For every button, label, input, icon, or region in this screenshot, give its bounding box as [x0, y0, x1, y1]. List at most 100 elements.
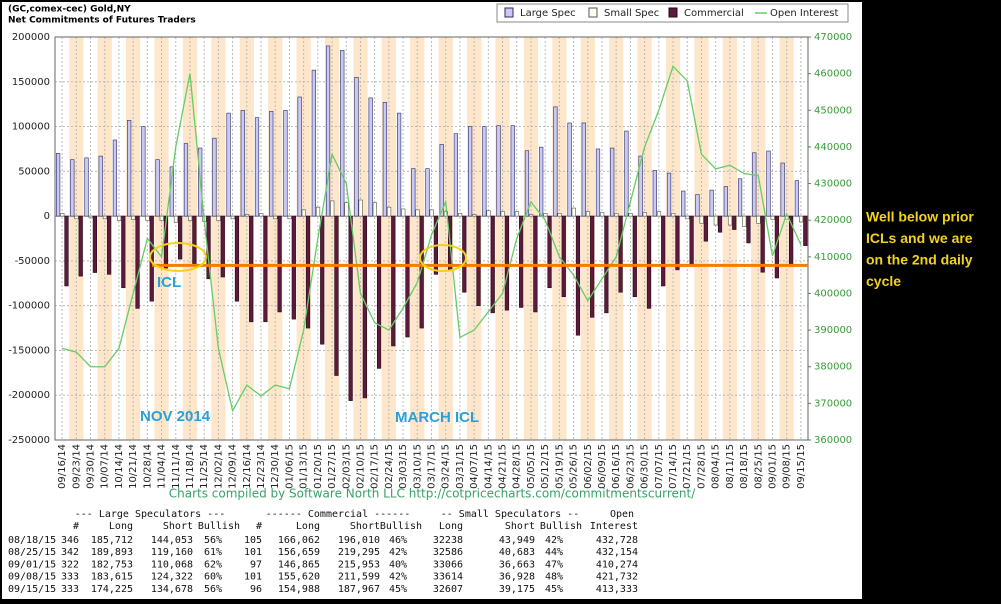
bar — [510, 125, 515, 217]
bar — [391, 215, 396, 347]
bar — [259, 213, 264, 217]
bar — [320, 215, 325, 345]
y2-tick-label: 370000 — [814, 398, 852, 409]
y-tick-label: -150000 — [8, 345, 50, 356]
x-tick-label: 05/26/15 — [569, 444, 580, 489]
bar — [117, 215, 122, 221]
table-cell: 62% — [204, 559, 222, 570]
bar — [382, 102, 387, 217]
y2-tick-label: 460000 — [814, 69, 852, 80]
bar — [780, 162, 785, 217]
y2-tick-label: 420000 — [814, 215, 852, 226]
x-tick-label: 09/23/14 — [71, 444, 82, 489]
table-cell: 48% — [545, 572, 563, 583]
bar — [557, 213, 562, 217]
bar — [681, 190, 686, 217]
table-cell: 101 — [244, 572, 262, 583]
bar — [92, 215, 98, 273]
y-tick-label: -50000 — [15, 256, 50, 267]
bar — [794, 180, 799, 217]
table-group: --- Large Speculators --- — [75, 509, 226, 520]
x-tick-label: 06/30/15 — [640, 444, 651, 489]
bar — [585, 211, 591, 217]
table-cell: 44% — [545, 547, 563, 558]
bar — [760, 215, 765, 273]
bar — [135, 215, 140, 309]
bar — [55, 153, 61, 217]
x-tick-label: 10/07/14 — [100, 444, 111, 489]
bar — [70, 159, 75, 217]
table-cell: 101 — [244, 547, 262, 558]
table-cell: 333 — [61, 572, 79, 583]
bar — [689, 215, 694, 266]
table-cell: 105 — [244, 535, 262, 546]
table-cell: 187,967 — [338, 584, 380, 595]
bar — [102, 215, 108, 220]
bar — [415, 209, 420, 217]
bar — [652, 170, 657, 217]
y2-tick-label: 450000 — [814, 105, 852, 116]
bar — [330, 200, 335, 217]
legend-label: Large Spec — [520, 8, 576, 19]
bar — [472, 214, 477, 217]
table-cell: 96 — [250, 584, 262, 595]
bar — [178, 215, 183, 260]
caption: Charts compiled by Software North LLC ht… — [169, 487, 696, 501]
bar — [287, 215, 292, 220]
side-note: ICLs and we are — [866, 230, 973, 246]
x-tick-label: 11/04/14 — [157, 444, 168, 489]
side-note: on the 2nd daily — [866, 252, 973, 268]
table-cell: 42% — [389, 572, 407, 583]
y2-tick-label: 380000 — [814, 362, 852, 373]
bar — [752, 152, 757, 217]
bar — [325, 45, 331, 217]
bar — [249, 215, 254, 323]
legend-swatch — [668, 7, 678, 18]
bar — [798, 215, 804, 223]
annotation: ICL — [157, 274, 181, 291]
bar — [482, 126, 487, 217]
table-header: Interest — [590, 521, 638, 532]
bar — [561, 215, 566, 298]
bar — [713, 215, 718, 226]
bar — [226, 112, 231, 217]
table-cell: 36,928 — [499, 572, 535, 583]
x-tick-label: 08/11/15 — [725, 444, 736, 489]
bar — [159, 215, 164, 221]
x-tick-label: 03/31/15 — [455, 444, 466, 489]
bar — [212, 137, 217, 217]
table-cell: 182,753 — [91, 559, 133, 570]
bar — [642, 212, 647, 217]
bar — [311, 69, 316, 217]
bar — [254, 117, 260, 217]
bar — [732, 215, 737, 230]
legend-label: Open Interest — [770, 8, 839, 19]
bar — [121, 215, 126, 289]
bar — [273, 215, 278, 220]
table-cell: 215,953 — [338, 559, 380, 570]
table-cell: 08/18/15 — [8, 535, 56, 546]
bar — [717, 215, 723, 233]
table-cell: 47% — [545, 559, 563, 570]
bar — [610, 147, 615, 217]
bar — [766, 150, 771, 217]
table-cell: 413,333 — [596, 584, 638, 595]
bar — [188, 215, 193, 221]
bar — [618, 215, 623, 293]
y2-tick-label: 390000 — [814, 325, 852, 336]
x-tick-label: 05/12/15 — [540, 444, 551, 489]
table-cell: 110,068 — [151, 559, 193, 570]
table-cell: 119,160 — [151, 547, 193, 558]
table-group: ------ Commercial ------ — [266, 509, 411, 520]
bar — [709, 189, 714, 217]
table-cell: 33614 — [433, 572, 463, 583]
x-tick-label: 06/16/15 — [611, 444, 622, 489]
bar — [263, 215, 268, 323]
table-header: Short — [350, 521, 380, 532]
bar — [112, 139, 118, 217]
table-cell: 09/08/15 — [8, 572, 56, 583]
table-cell: 56% — [204, 584, 222, 595]
y-tick-label: -100000 — [8, 301, 50, 312]
bar — [703, 215, 708, 242]
